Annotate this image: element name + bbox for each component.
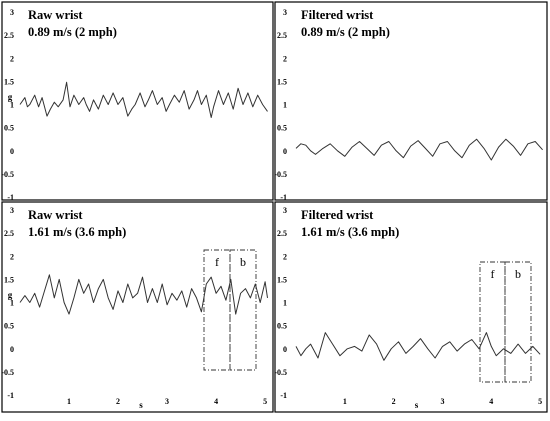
panel-raw-wrist-fast: Raw wrist 1.61 m/s (3.6 mph) g s f b 3 2.… <box>1 201 274 413</box>
panel-frame <box>274 201 548 413</box>
x-tick-label: 5 <box>263 397 267 406</box>
y-tick-label: 3 <box>10 8 14 17</box>
y-tick-label: 2.5 <box>277 31 287 40</box>
annotation-box <box>203 249 231 371</box>
x-tick-label: 2 <box>392 397 396 406</box>
x-axis-label: s <box>139 400 143 410</box>
y-tick-label: 0 <box>283 147 287 156</box>
panel-title: Filtered wrist <box>301 8 374 22</box>
annotation-b: b <box>515 267 521 281</box>
y-tick-label: -1 <box>7 391 14 400</box>
panel-subtitle: 0.89 m/s (2 mph) <box>28 25 117 39</box>
y-tick-label: 2 <box>283 54 287 63</box>
annotation-f: f <box>491 267 495 281</box>
y-tick-label: 2.5 <box>4 31 14 40</box>
panel-title: Filtered wrist <box>301 208 374 222</box>
x-tick-label: 5 <box>538 397 542 406</box>
y-axis-label: g <box>8 92 13 102</box>
y-tick-label: 1.5 <box>4 77 14 86</box>
series-line <box>295 138 543 161</box>
y-tick-label: 0.5 <box>4 124 14 133</box>
annotation-box <box>504 261 532 383</box>
panel-raw-wrist-slow: Raw wrist 0.89 m/s (2 mph) g 3 2.5 2 1.5 1 0.… <box>1 1 274 202</box>
y-tick-label: 1.5 <box>277 77 287 86</box>
panel-filtered-wrist-slow: Filtered wrist 0.89 m/s (2 mph) 3 2.5 2 1.5… <box>274 1 548 202</box>
y-tick-label: 2 <box>283 252 287 261</box>
series-line <box>19 81 268 118</box>
y-tick-label: 1 <box>10 299 14 308</box>
panel-frame <box>1 1 274 201</box>
series-line <box>19 274 268 315</box>
x-axis-label: s <box>415 400 419 410</box>
y-tick-label: -0.5 <box>1 170 14 179</box>
panel-title: Raw wrist <box>28 8 83 22</box>
panel-subtitle: 1.61 m/s (3.6 mph) <box>28 225 126 239</box>
y-tick-label: 0.5 <box>4 322 14 331</box>
panel-subtitle: 0.89 m/s (2 mph) <box>301 25 390 39</box>
y-tick-label: -1 <box>7 193 14 202</box>
y-tick-label: 0.5 <box>277 322 287 331</box>
y-tick-label: 2.5 <box>277 229 287 238</box>
y-tick-label: 2 <box>10 54 14 63</box>
panel-subtitle: 1.61 m/s (3.6 mph) <box>301 225 399 239</box>
y-tick-label: 0 <box>10 345 14 354</box>
x-tick-label: 4 <box>489 397 493 406</box>
panel-title: Raw wrist <box>28 208 83 222</box>
x-tick-label: 3 <box>165 397 169 406</box>
y-tick-label: 2 <box>10 252 14 261</box>
x-tick-label: 1 <box>343 397 347 406</box>
annotation-f: f <box>215 255 219 269</box>
annotation-b: b <box>240 255 246 269</box>
y-axis-label: g <box>8 290 13 300</box>
y-tick-label: 1.5 <box>277 275 287 284</box>
y-tick-label: -1 <box>280 193 287 202</box>
y-tick-label: -0.5 <box>1 368 14 377</box>
y-tick-label: 1 <box>10 101 14 110</box>
series-line <box>295 332 541 361</box>
y-tick-label: -0.5 <box>274 368 287 377</box>
y-tick-label: 3 <box>283 8 287 17</box>
panel-frame <box>274 1 548 201</box>
annotation-box <box>229 249 257 371</box>
y-tick-label: 0.5 <box>277 124 287 133</box>
y-tick-label: 1.5 <box>4 275 14 284</box>
y-tick-label: 1 <box>283 101 287 110</box>
y-tick-label: -0.5 <box>274 170 287 179</box>
y-tick-label: -1 <box>280 391 287 400</box>
y-tick-label: 3 <box>283 206 287 215</box>
x-tick-label: 1 <box>67 397 71 406</box>
y-tick-label: 2.5 <box>4 229 14 238</box>
y-tick-label: 0 <box>10 147 14 156</box>
y-tick-label: 3 <box>10 206 14 215</box>
x-tick-label: 2 <box>116 397 120 406</box>
y-tick-label: 1 <box>283 299 287 308</box>
y-tick-label: 0 <box>283 345 287 354</box>
x-tick-label: 4 <box>214 397 218 406</box>
panel-filtered-wrist-fast: Filtered wrist 1.61 m/s (3.6 mph) s f b … <box>274 201 548 413</box>
x-tick-label: 3 <box>440 397 444 406</box>
panel-frame <box>1 201 274 413</box>
